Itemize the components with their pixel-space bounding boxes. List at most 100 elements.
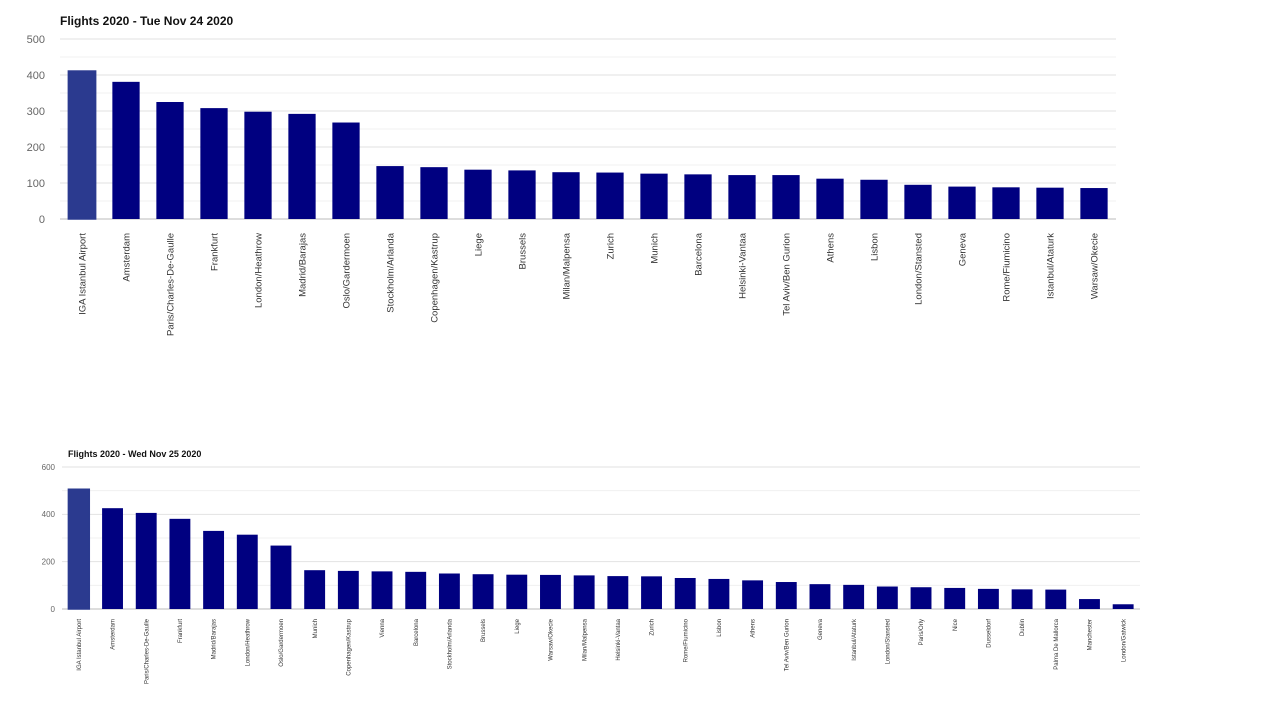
bar[interactable] xyxy=(472,574,494,609)
bar[interactable] xyxy=(708,578,730,609)
bar[interactable] xyxy=(904,184,932,219)
bar[interactable] xyxy=(843,584,865,609)
bar[interactable] xyxy=(1112,604,1134,609)
bar[interactable] xyxy=(506,574,528,609)
bar[interactable] xyxy=(332,122,360,219)
x-tick-label: London/Heathrow xyxy=(253,233,264,308)
y-tick-label: 200 xyxy=(42,557,56,566)
bar[interactable] xyxy=(420,167,448,219)
x-tick-label: Paris/Orly xyxy=(919,619,925,645)
x-tick-label: Oslo/Gardermoen xyxy=(279,619,285,667)
bar[interactable] xyxy=(371,571,393,609)
bar[interactable] xyxy=(948,186,976,219)
chart-title: Flights 2020 - Tue Nov 24 2020 xyxy=(60,14,234,28)
bar[interactable] xyxy=(112,81,140,219)
bar[interactable] xyxy=(816,178,844,219)
bar[interactable] xyxy=(169,518,191,609)
x-tick-label: Helsinki-Vantaa xyxy=(616,618,622,660)
bar[interactable] xyxy=(809,584,831,609)
bar[interactable] xyxy=(135,512,157,609)
x-tick-label: London/Gatwick xyxy=(1121,618,1127,662)
x-tick-label: Liege xyxy=(473,233,484,256)
bar[interactable] xyxy=(304,570,326,609)
x-tick-label: Frankfurt xyxy=(178,619,184,643)
bar[interactable] xyxy=(102,508,123,609)
bar[interactable] xyxy=(674,577,696,609)
y-tick-label: 200 xyxy=(27,142,45,154)
bar[interactable] xyxy=(944,587,966,609)
y-tick-label: 0 xyxy=(39,214,45,226)
bar[interactable] xyxy=(684,174,712,219)
bar[interactable] xyxy=(1036,187,1064,219)
bar[interactable] xyxy=(67,488,91,610)
bar[interactable] xyxy=(772,175,800,219)
x-tick-label: Helsinki-Vantaa xyxy=(737,232,748,299)
x-tick-label: London/Heathrow xyxy=(245,618,251,666)
bar[interactable] xyxy=(464,169,492,219)
bar[interactable] xyxy=(156,102,184,219)
bar[interactable] xyxy=(508,170,536,219)
bar[interactable] xyxy=(992,187,1020,219)
y-tick-label: 600 xyxy=(42,463,56,472)
chart-wed-nov-25: Flights 2020 - Wed Nov 25 2020 0 200 400 60… xyxy=(0,440,1280,720)
bar[interactable] xyxy=(552,172,580,219)
bar[interactable] xyxy=(1080,188,1108,219)
bar[interactable] xyxy=(641,576,662,609)
bar[interactable] xyxy=(876,586,898,609)
y-tick-label: 300 xyxy=(27,106,45,118)
x-tick-label: Barcelona xyxy=(693,232,704,275)
bar[interactable] xyxy=(775,582,797,609)
x-tick-label: Copenhagen/Kastrup xyxy=(346,618,352,675)
bar[interactable] xyxy=(270,545,292,609)
x-tick-label: London/Stansted xyxy=(913,233,924,305)
bar[interactable] xyxy=(742,580,764,609)
bar[interactable] xyxy=(1079,599,1100,609)
bar[interactable] xyxy=(67,70,97,220)
x-tick-label: London/Stansted xyxy=(885,619,891,664)
x-tick-label: Lisbon xyxy=(717,619,723,637)
chart-title: Flights 2020 - Wed Nov 25 2020 xyxy=(68,449,202,459)
x-tick-label: Istanbul/Ataturk xyxy=(852,618,858,661)
x-tick-label: Munich xyxy=(313,619,319,638)
bar[interactable] xyxy=(977,588,999,609)
x-tick-label: Madrid/Barajas xyxy=(297,233,308,297)
bar[interactable] xyxy=(573,575,595,609)
bar[interactable] xyxy=(405,571,427,609)
bar[interactable] xyxy=(244,111,272,219)
bar[interactable] xyxy=(1045,589,1067,609)
bar[interactable] xyxy=(376,166,404,219)
x-tick-label: Copenhagen/Kastrup xyxy=(429,233,440,323)
bar[interactable] xyxy=(438,573,460,610)
x-tick-label: Stockholm/Arlanda xyxy=(385,232,396,312)
bar[interactable] xyxy=(337,570,359,609)
x-tick-label: Rome/Fiumicino xyxy=(683,618,689,662)
x-tick-label: Rome/Fiumicino xyxy=(1001,233,1012,302)
bar[interactable] xyxy=(1011,589,1033,609)
x-tick-label: Athens xyxy=(751,619,757,638)
x-tick-label: Lisbon xyxy=(869,233,880,261)
bar[interactable] xyxy=(200,108,228,219)
x-tick-label: Dusseldorf xyxy=(987,619,993,648)
bar[interactable] xyxy=(860,179,888,219)
x-tick-label: Warsaw/Okecie xyxy=(549,618,555,660)
bar[interactable] xyxy=(203,530,225,609)
x-tick-label: Paris/Charles-De-Gaulle xyxy=(165,233,176,336)
bar[interactable] xyxy=(728,175,756,219)
x-tick-label: Madrid/Barajas xyxy=(212,619,218,659)
bar[interactable] xyxy=(640,173,668,219)
x-tick-label: Geneva xyxy=(957,232,968,266)
bar[interactable] xyxy=(288,113,316,219)
x-tick-label: Istanbul/Ataturk xyxy=(1045,233,1056,299)
x-tick-label: Stockholm/Arlanda xyxy=(448,618,454,669)
bar[interactable] xyxy=(596,172,624,219)
x-tick-label: Brussels xyxy=(481,619,487,642)
x-tick-label: Nice xyxy=(953,618,959,631)
bar[interactable] xyxy=(236,534,258,609)
x-tick-label: Zurich xyxy=(605,233,616,259)
x-tick-label: Warsaw/Okecie xyxy=(1089,233,1100,299)
bar[interactable] xyxy=(607,576,629,609)
x-tick-label: Amsterdam xyxy=(121,233,132,282)
bar[interactable] xyxy=(910,587,932,609)
x-tick-label: Barcelona xyxy=(414,618,420,646)
bar[interactable] xyxy=(540,574,561,609)
